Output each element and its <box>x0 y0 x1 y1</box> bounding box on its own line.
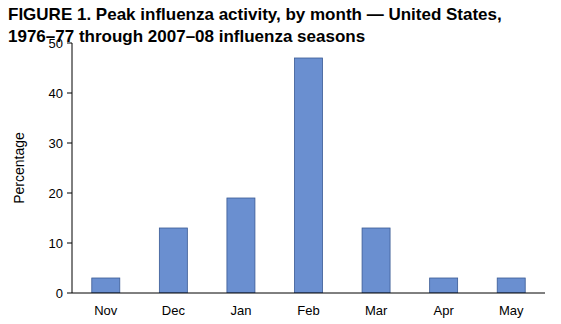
chart: FIGURE 1. Peak influenza activity, by mo… <box>0 0 561 324</box>
bar <box>227 198 255 293</box>
y-tick-label: 30 <box>49 136 63 151</box>
y-tick <box>67 93 72 94</box>
bars <box>92 58 525 293</box>
x-tick-label: Jan <box>230 303 251 318</box>
bar <box>497 278 525 293</box>
y-tick <box>67 43 72 44</box>
bar <box>92 278 120 293</box>
bar <box>159 228 187 293</box>
x-tick-label: Apr <box>434 303 455 318</box>
y-tick <box>67 243 72 244</box>
y-tick <box>67 143 72 144</box>
bar <box>430 278 458 293</box>
x-tick-label: May <box>499 303 524 318</box>
y-axis-label: Percentage <box>11 132 27 204</box>
x-tick-label: Nov <box>94 303 118 318</box>
y-tick-label: 0 <box>56 286 63 301</box>
y-tick-label: 10 <box>49 236 63 251</box>
y-tick <box>67 193 72 194</box>
bar <box>362 228 390 293</box>
y-tick-label: 20 <box>49 186 63 201</box>
y-tick <box>67 293 72 294</box>
x-tick-label: Mar <box>365 303 388 318</box>
x-axis <box>72 293 545 294</box>
y-axis <box>72 43 73 293</box>
x-tick-label: Dec <box>162 303 186 318</box>
title: FIGURE 1. Peak influenza activity, by mo… <box>8 5 502 24</box>
y-tick-label: 50 <box>49 36 63 51</box>
bar <box>295 58 323 293</box>
x-tick-label: Feb <box>297 303 319 318</box>
y-tick-label: 40 <box>49 86 63 101</box>
